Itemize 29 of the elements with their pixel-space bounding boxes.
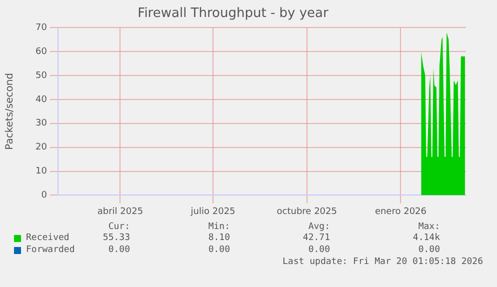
x-tick-label: julio 2025 <box>190 206 236 217</box>
text: Avg: <box>307 222 330 232</box>
y-tick-label: 30 <box>36 118 48 129</box>
x-tick-label: enero 2026 <box>374 206 427 217</box>
text: 0.00 <box>417 245 440 255</box>
x-tick-label: abril 2025 <box>97 206 144 217</box>
y-tick-label: 10 <box>36 166 48 177</box>
y-tick-label: 20 <box>36 142 48 153</box>
text: 0.00 <box>307 245 330 255</box>
text: 0.00 <box>108 245 130 255</box>
text: 42.71 <box>302 233 330 243</box>
text: Cur: <box>107 222 130 232</box>
chart-title: Firewall Throughput - by year <box>138 6 330 22</box>
y-tick-label: 70 <box>36 22 48 33</box>
y-tick-label: 0 <box>41 190 48 201</box>
y-tick-label: 50 <box>36 70 48 81</box>
legend-label: Forwarded <box>26 245 75 255</box>
text: Min: <box>207 222 230 232</box>
text: 0.00 <box>207 245 230 255</box>
text: Last update: Fri Mar 20 01:05:18 2026 <box>282 257 483 267</box>
y-tick-label: 40 <box>36 94 48 105</box>
x-tick-label: octubre 2025 <box>276 206 337 217</box>
text: Max: <box>417 222 440 232</box>
legend-label: Received <box>26 233 70 243</box>
text: 55.33 <box>102 233 130 243</box>
text: 8.10 <box>207 233 230 243</box>
y-axis-title: Packets/second <box>4 72 16 150</box>
y-tick-label: 60 <box>36 46 48 57</box>
text: 4.14k <box>412 233 440 243</box>
